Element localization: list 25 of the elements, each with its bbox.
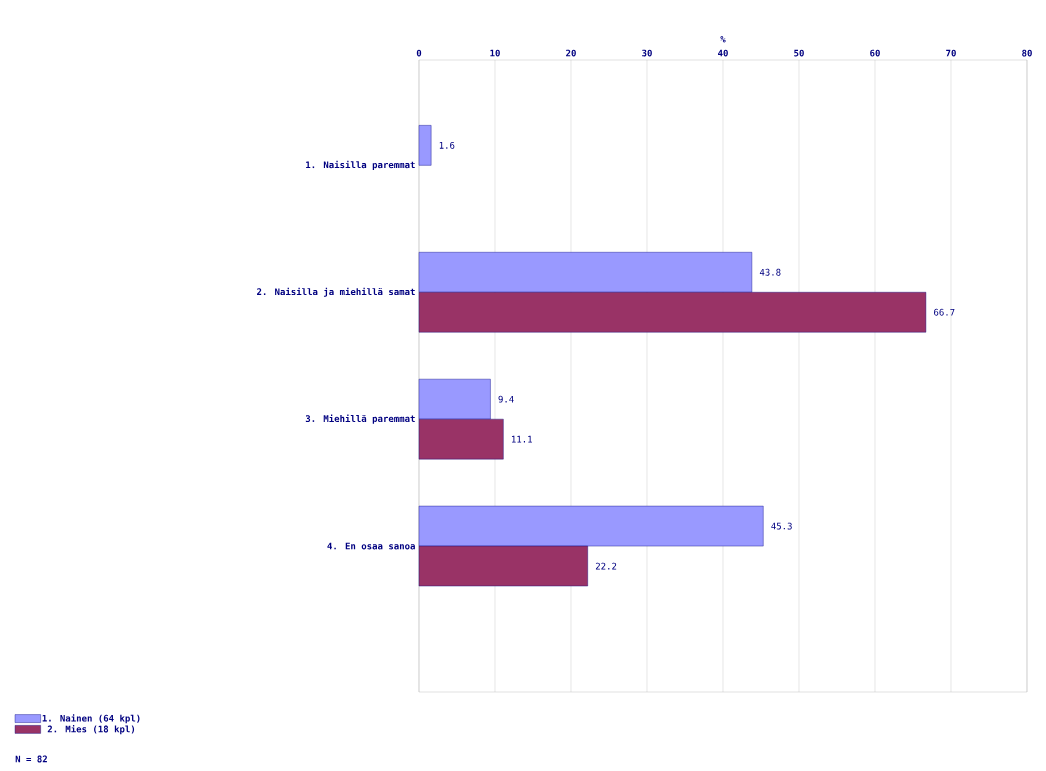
- x-axis-title: %: [720, 36, 726, 43]
- text: N = 82: [15, 755, 47, 763]
- x-tick-label: 80: [1022, 49, 1032, 57]
- y-tick-label: 3. Miehillä paremmat: [305, 414, 415, 424]
- x-tick-label: 20: [566, 49, 576, 57]
- data-label: 9.4: [498, 395, 514, 403]
- x-tick-label: 0: [416, 49, 422, 57]
- x-tick-label: 30: [642, 49, 652, 57]
- y-tick-label: 4. En osaa sanoa: [327, 542, 415, 550]
- data-label: 66.7: [934, 308, 955, 316]
- data-label: 22.2: [595, 562, 617, 570]
- data-label: 45.3: [771, 522, 792, 530]
- x-tick-label: 10: [490, 49, 500, 57]
- x-tick-label: 60: [870, 49, 880, 57]
- y-tick-label: 1. Naisilla paremmat: [306, 160, 415, 170]
- x-tick-label: 50: [794, 49, 804, 57]
- y-tick-label: 2. Naisilla ja miehillä samat: [257, 287, 415, 297]
- bar: [418, 125, 432, 166]
- x-tick-label: 40: [718, 49, 728, 57]
- x-tick-label: 70: [946, 49, 956, 57]
- data-label: 11.1: [511, 435, 532, 443]
- legend-label: 2. Mies (18 kpl): [47, 724, 135, 735]
- data-label: 1.6: [439, 141, 455, 149]
- legend-label: 1. Nainen (64 kpl): [42, 714, 140, 724]
- data-label: 43.8: [759, 268, 781, 276]
